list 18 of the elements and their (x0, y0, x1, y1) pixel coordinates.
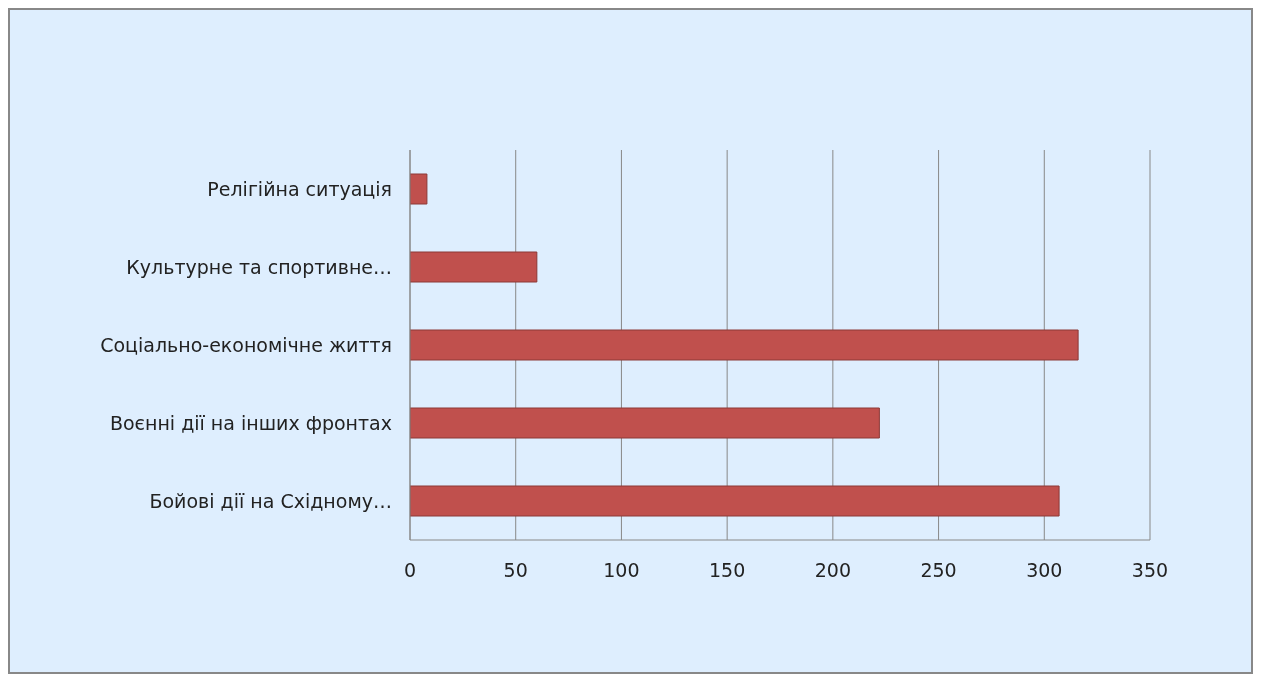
x-tick-label: 0 (403, 559, 417, 582)
x-tick-label: 100 (603, 559, 640, 582)
bar (410, 485, 1060, 517)
x-tick-label: 200 (814, 559, 851, 582)
x-tick-label: 150 (709, 559, 746, 582)
y-tick-label: Бойові дії на Східному… (149, 489, 392, 512)
x-tick-label: 350 (1131, 559, 1169, 582)
x-tick-label: 250 (920, 559, 957, 582)
bar (410, 173, 428, 205)
y-tick-label: Культурне та спортивне… (126, 255, 392, 278)
x-tick-label: 50 (503, 559, 528, 582)
y-tick-label: Релігійна ситуація (207, 177, 392, 200)
y-tick-label: Соціально-економічне життя (100, 333, 392, 356)
bar (410, 251, 538, 283)
y-tick-label: Воєнні дії на інших фронтах (109, 411, 392, 434)
bar (410, 329, 1079, 361)
bar (410, 407, 880, 439)
x-tick-label: 300 (1026, 559, 1063, 582)
